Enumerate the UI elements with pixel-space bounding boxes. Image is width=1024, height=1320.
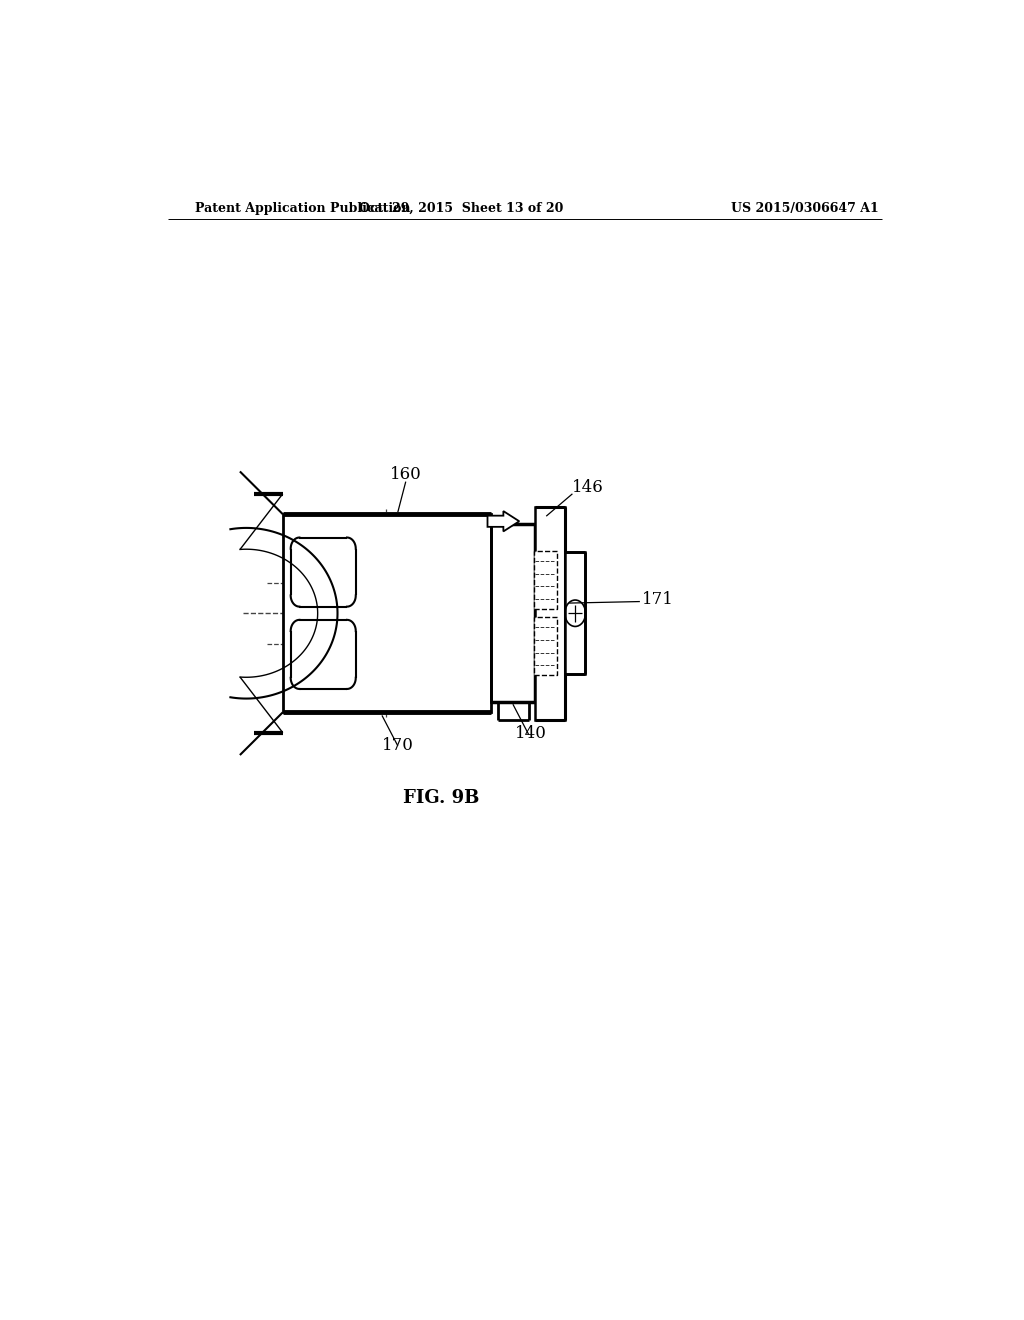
Bar — [492, 524, 536, 702]
Bar — [283, 515, 492, 713]
Bar — [534, 618, 557, 676]
Bar — [534, 552, 557, 609]
FancyArrow shape — [487, 511, 519, 532]
Text: 170: 170 — [382, 737, 414, 754]
Text: 146: 146 — [572, 479, 604, 496]
Text: Patent Application Publication: Patent Application Publication — [196, 202, 411, 215]
Bar — [536, 507, 565, 719]
Text: US 2015/0306647 A1: US 2015/0306647 A1 — [731, 202, 879, 215]
Text: 160: 160 — [390, 466, 422, 483]
Text: 171: 171 — [641, 590, 674, 607]
Bar — [565, 552, 585, 675]
Text: Oct. 29, 2015  Sheet 13 of 20: Oct. 29, 2015 Sheet 13 of 20 — [359, 202, 563, 215]
Text: 140: 140 — [515, 725, 547, 742]
Text: FIG. 9B: FIG. 9B — [403, 788, 479, 807]
